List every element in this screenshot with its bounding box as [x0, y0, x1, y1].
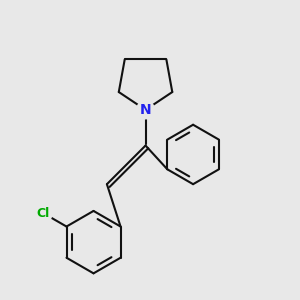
Text: N: N [140, 103, 152, 117]
Circle shape [136, 101, 154, 119]
Circle shape [34, 204, 52, 222]
Text: Cl: Cl [37, 207, 50, 220]
